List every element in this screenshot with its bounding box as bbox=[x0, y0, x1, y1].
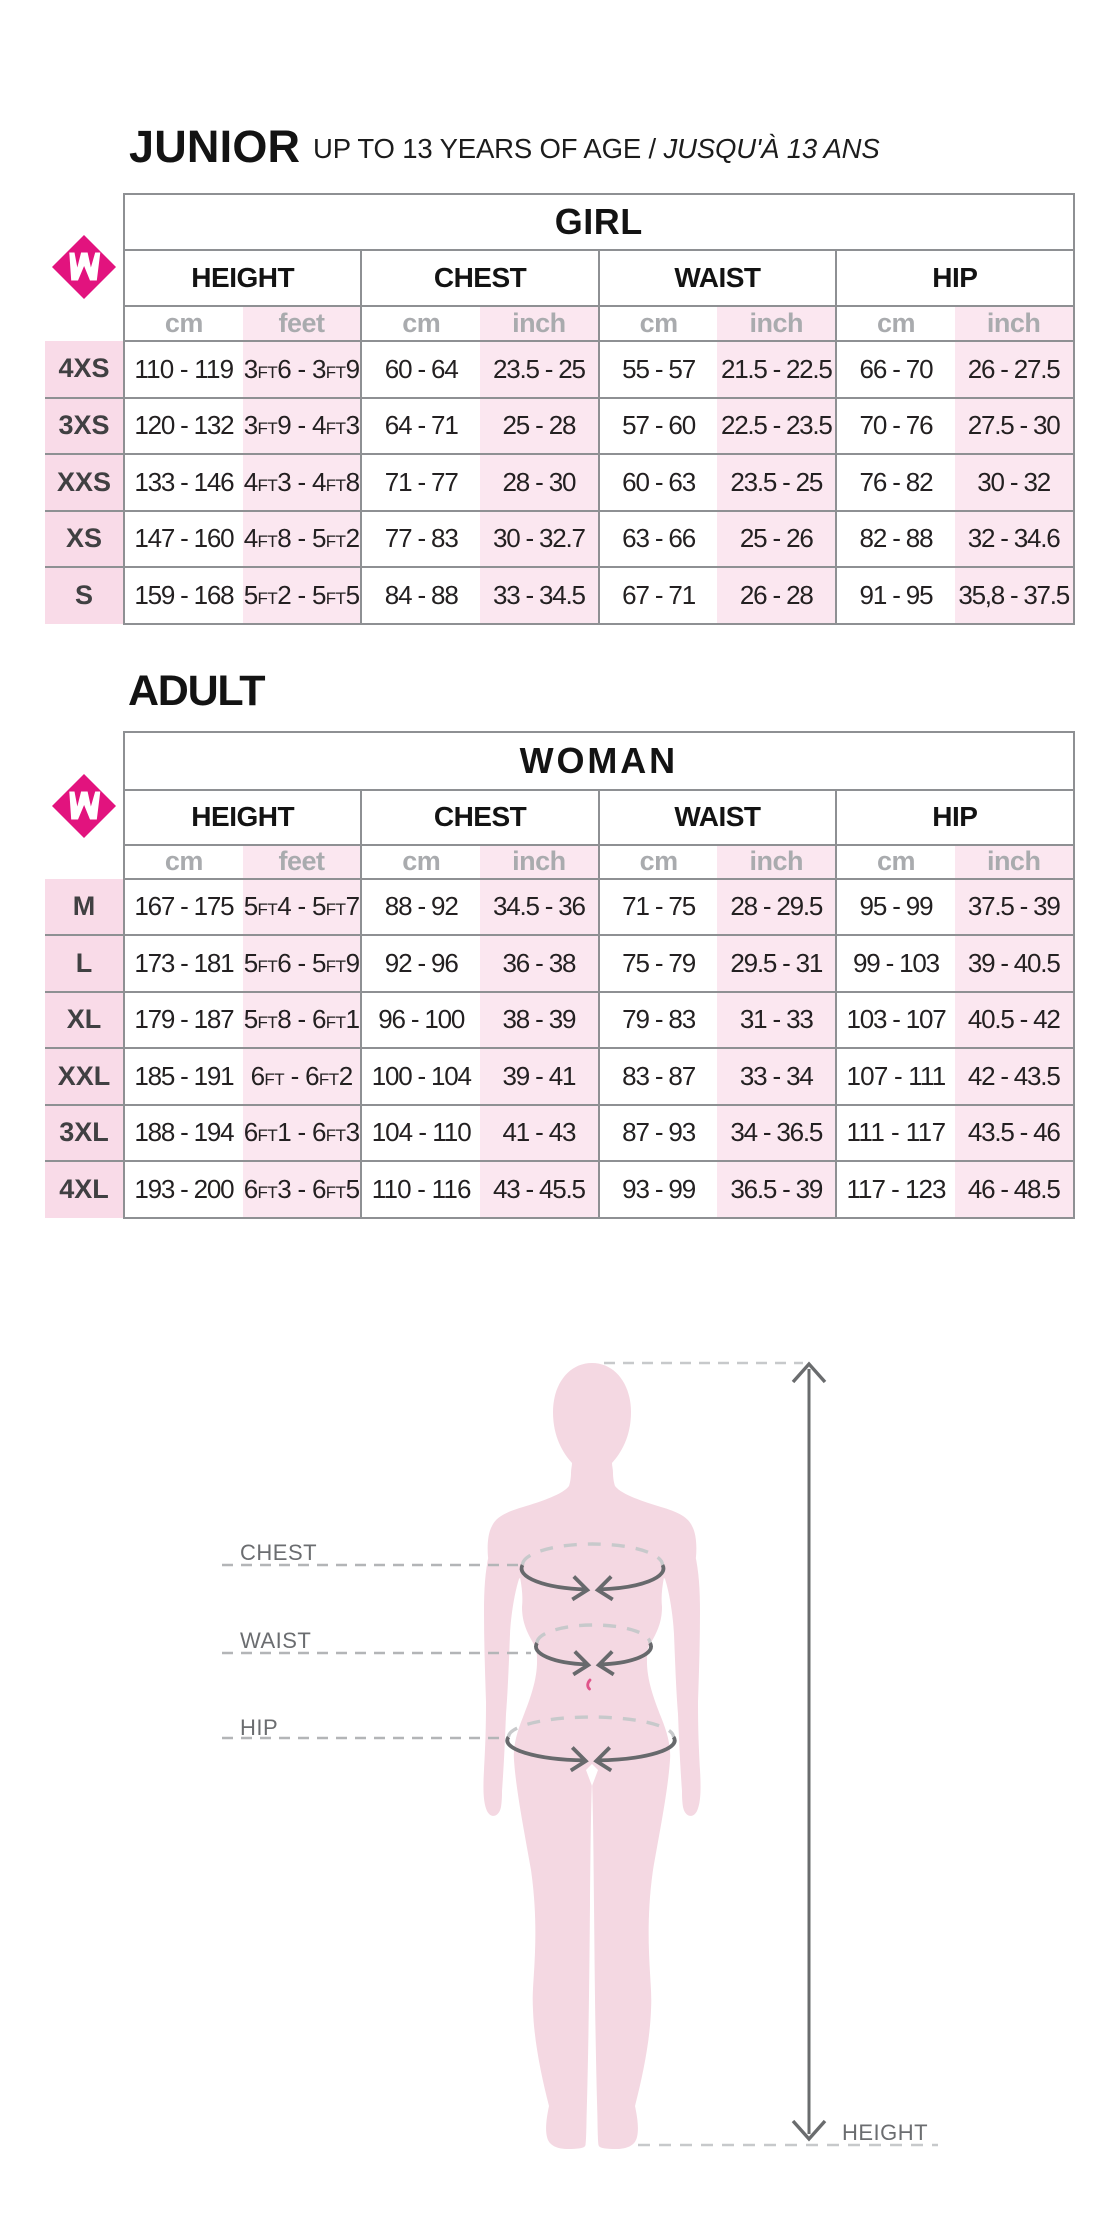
svg-text:HIP: HIP bbox=[240, 1715, 278, 1740]
svg-text:WAIST: WAIST bbox=[240, 1628, 311, 1653]
svg-text:HEIGHT: HEIGHT bbox=[842, 2120, 928, 2145]
svg-text:CHEST: CHEST bbox=[240, 1540, 317, 1565]
